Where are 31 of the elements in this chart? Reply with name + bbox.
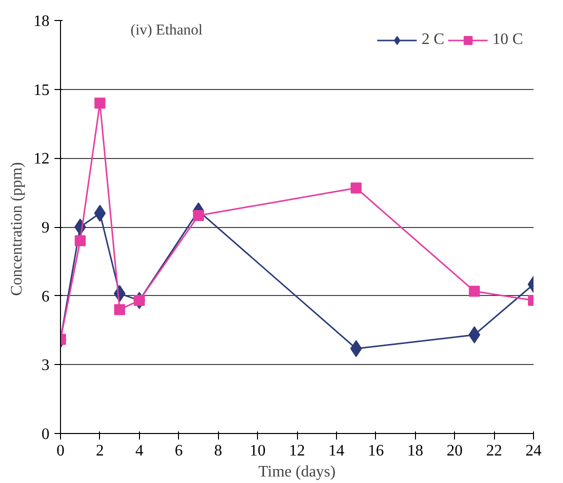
x-axis-title: Time (days): [258, 464, 336, 480]
point: [114, 304, 126, 316]
x-tick-label: 6: [174, 442, 183, 460]
x-tick-label: 18: [407, 442, 424, 460]
y-tick-label: 6: [42, 288, 50, 306]
x-tick-label: 22: [486, 442, 502, 460]
y-tick-label: 3: [42, 357, 50, 374]
point: [468, 286, 480, 297]
point: [192, 210, 204, 222]
y-tick-label: 0: [42, 426, 50, 443]
x-tick-label: 24: [526, 442, 542, 460]
x-tick-label: 14: [328, 442, 344, 460]
x-tick-label: 20: [446, 442, 463, 460]
x-tick-label: 2: [96, 442, 104, 460]
x-tick-label: 4: [135, 442, 144, 460]
x-tick-label: 16: [368, 442, 384, 460]
point: [74, 235, 86, 246]
x-tick-label: 8: [214, 442, 222, 460]
point: [350, 182, 362, 194]
y-tick-label: 9: [42, 220, 50, 236]
y-axis-title: Concentration (ppm): [8, 162, 26, 296]
legend-label: 10 C: [492, 31, 523, 49]
point: [94, 98, 106, 109]
y-tick-label: 15: [34, 82, 50, 99]
y-tick-label: 18: [34, 13, 50, 30]
legend-label: 2 C: [422, 31, 444, 49]
x-tick-label: 12: [289, 442, 305, 460]
annotation: (iv) Ethanol: [130, 22, 203, 38]
y-tick-label: 12: [34, 150, 50, 168]
x-tick-label: 10: [250, 442, 266, 460]
x-tick-label: 0: [56, 442, 64, 460]
